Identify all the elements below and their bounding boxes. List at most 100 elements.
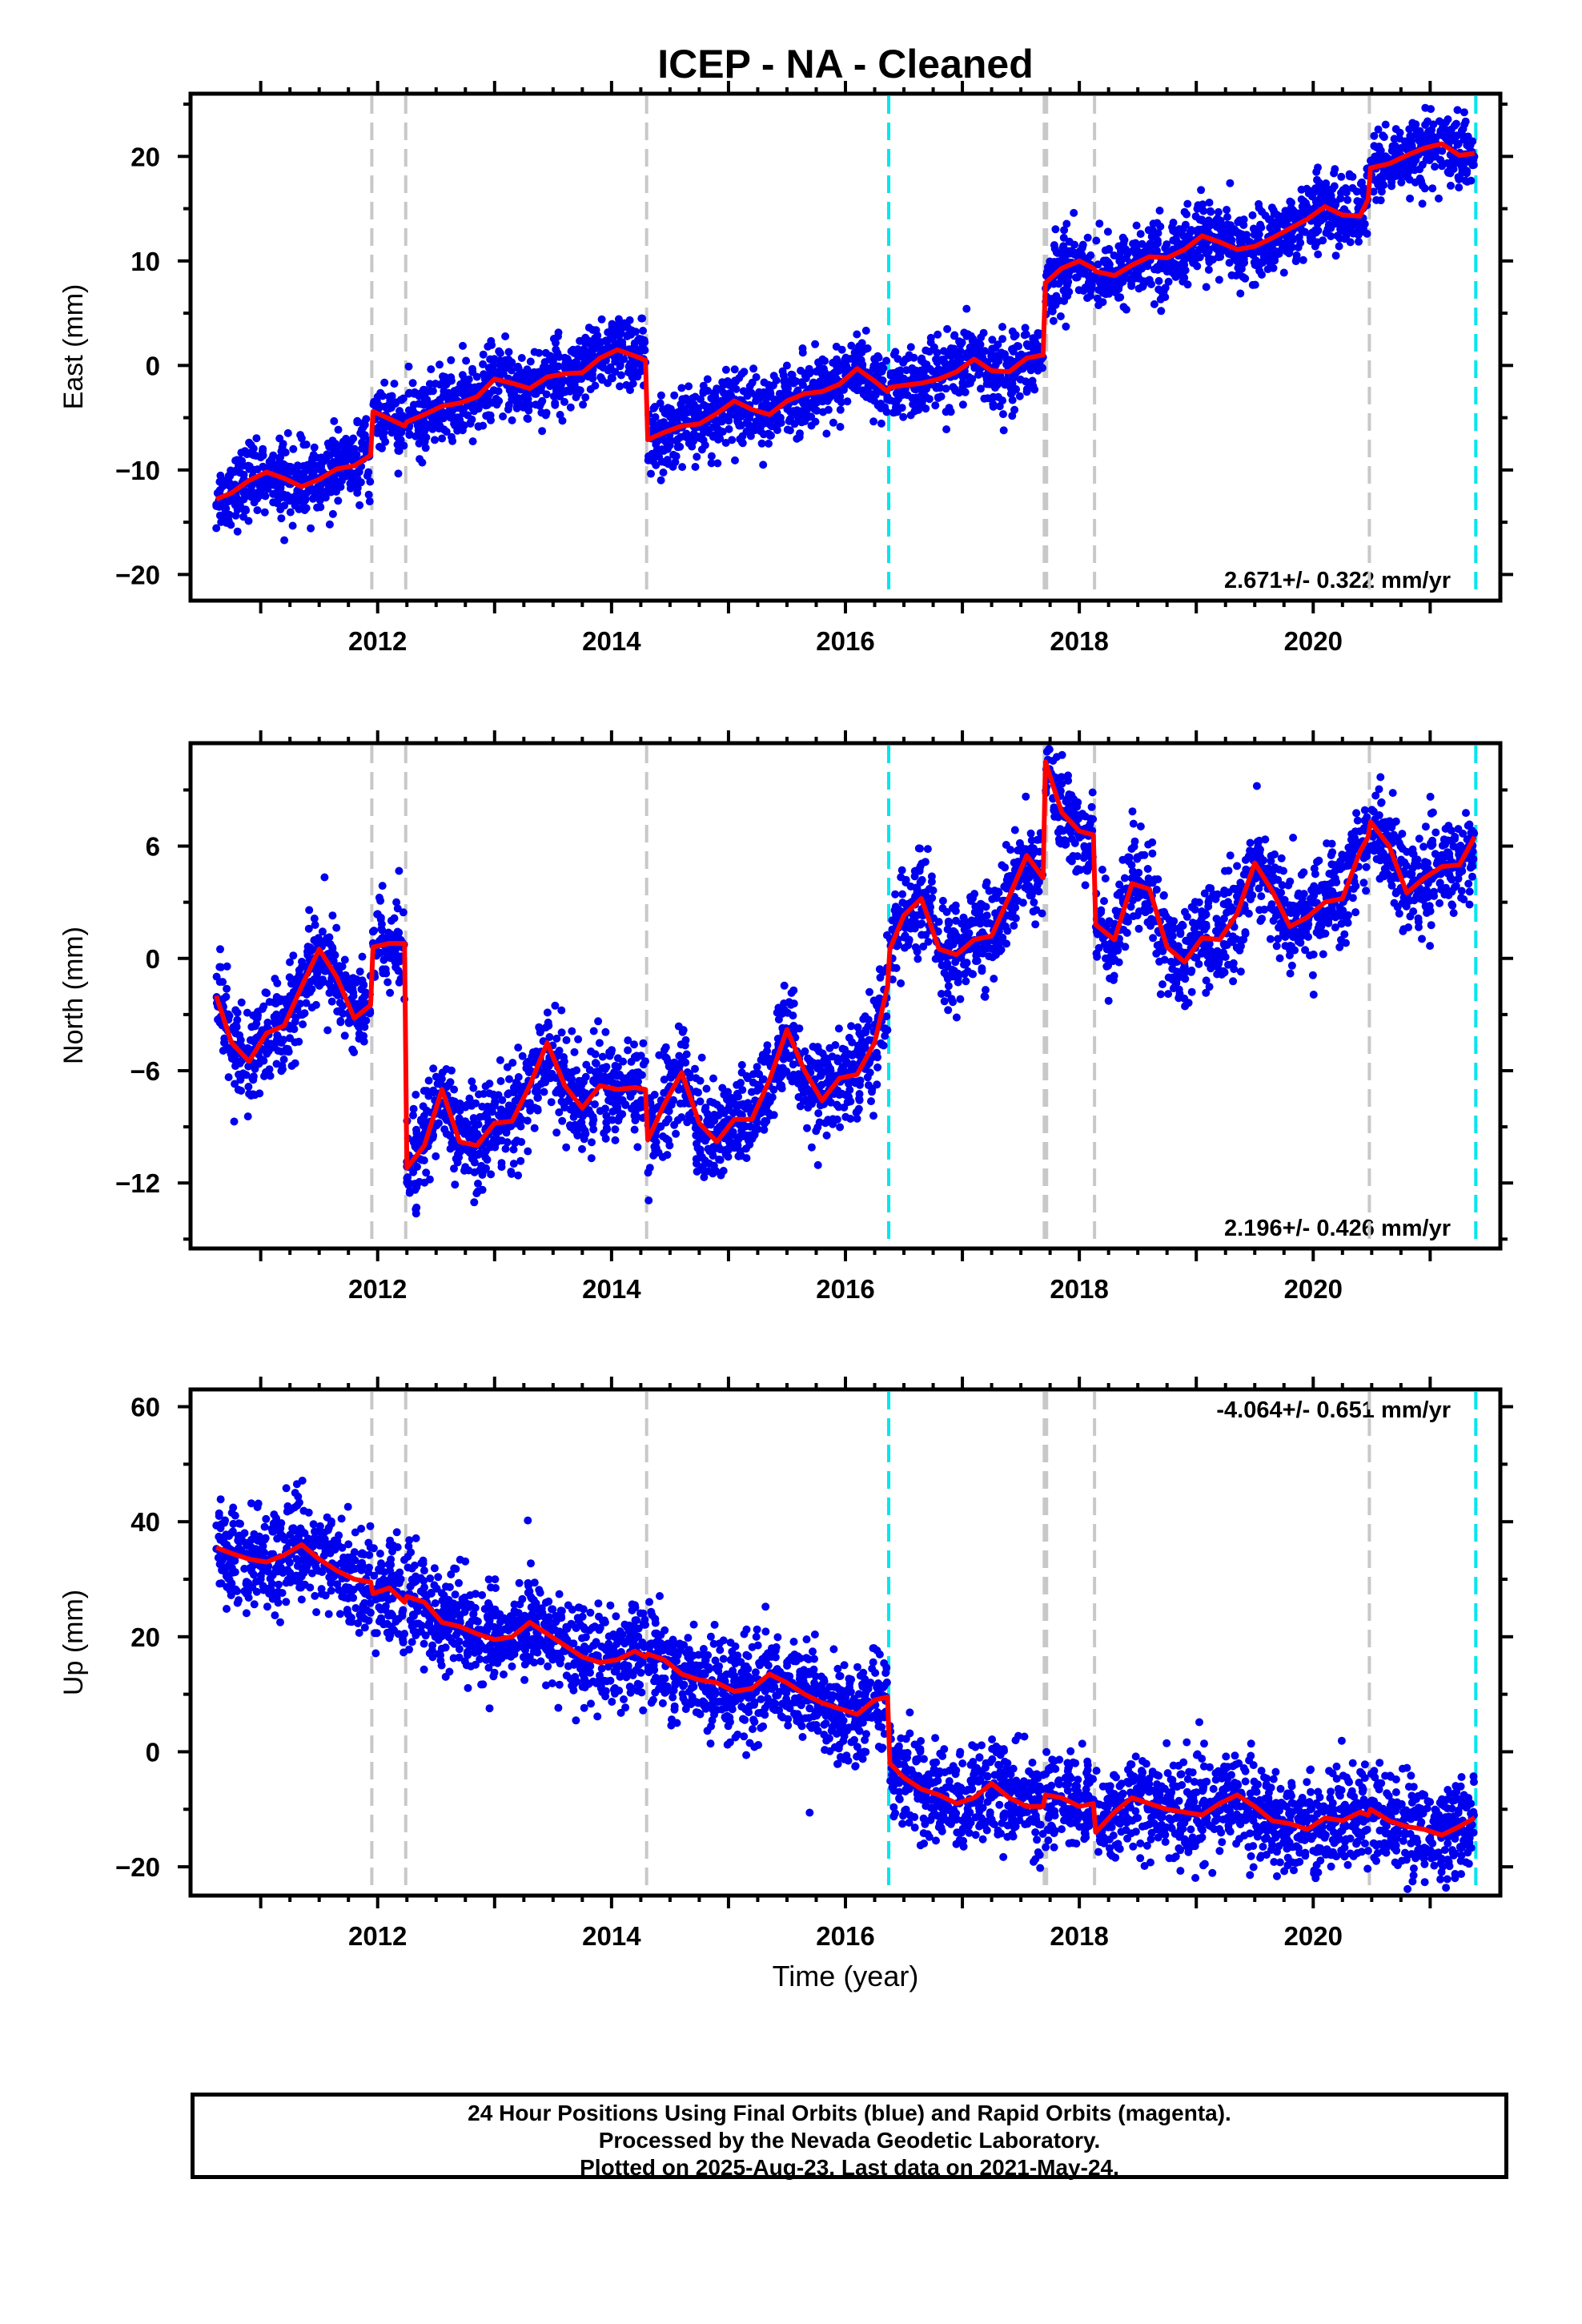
east-data-point	[1182, 210, 1191, 219]
east-data-point	[394, 469, 403, 478]
east-data-point	[315, 496, 324, 505]
north-data-point	[666, 1072, 675, 1080]
east-y-tick-label: 10	[130, 247, 160, 276]
east-data-point	[1129, 239, 1138, 248]
east-data-point	[512, 372, 521, 380]
north-data-point	[594, 1017, 603, 1026]
east-data-point	[1289, 235, 1298, 244]
north-data-point	[650, 1142, 659, 1151]
east-data-point	[391, 425, 400, 434]
east-data-point	[938, 356, 946, 364]
north-data-point	[587, 1154, 596, 1163]
north-data-point	[376, 896, 385, 905]
east-data-point	[253, 506, 262, 515]
east-data-point	[381, 437, 390, 446]
north-data-point	[373, 910, 382, 919]
north-data-point	[632, 1053, 641, 1062]
east-data-point	[782, 361, 791, 370]
east-data-point	[863, 344, 872, 352]
east-data-point	[212, 502, 221, 510]
east-data-point	[1216, 252, 1225, 261]
north-data-point	[613, 1106, 622, 1115]
east-data-point	[570, 380, 579, 389]
east-data-point	[1202, 283, 1211, 292]
east-plot-frame	[188, 91, 1503, 603]
north-data-point	[281, 995, 290, 1004]
east-data-point	[690, 410, 698, 419]
north-data-point	[362, 1016, 371, 1025]
east-data-point	[215, 486, 224, 495]
east-data-point	[1147, 280, 1155, 288]
east-axis-label: East (mm)	[58, 284, 89, 410]
north-data-point	[661, 1118, 670, 1127]
east-data-point	[1227, 271, 1236, 279]
north-data-point	[461, 1117, 470, 1126]
east-data-point	[495, 347, 504, 356]
north-data-point	[497, 1163, 506, 1172]
east-data-point	[802, 406, 811, 414]
east-data-point	[664, 460, 673, 468]
east-data-point	[236, 497, 244, 506]
east-data-point	[877, 400, 885, 408]
north-data-point	[624, 1046, 632, 1055]
east-data-point	[757, 419, 765, 428]
north-data-point	[243, 1112, 252, 1121]
east-data-point	[277, 514, 286, 523]
east-data-point	[338, 472, 347, 480]
east-data-point	[544, 365, 553, 374]
east-data-point	[422, 433, 431, 442]
east-data-point	[759, 460, 768, 469]
east-data-point	[1038, 364, 1047, 372]
east-data-point	[605, 335, 614, 344]
east-data-point	[1223, 220, 1231, 229]
east-data-point	[693, 452, 701, 461]
east-data-point	[358, 438, 367, 447]
north-data-point	[286, 958, 294, 967]
east-data-point	[456, 416, 464, 424]
east-data-point	[379, 422, 388, 431]
east-data-point	[265, 457, 274, 466]
east-data-point	[1314, 226, 1323, 235]
east-data-point	[958, 379, 967, 388]
east-data-point	[576, 386, 584, 395]
east-data-point	[1095, 219, 1104, 228]
east-data-point	[308, 494, 317, 503]
east-data-point	[587, 340, 595, 349]
east-data-point	[1119, 303, 1128, 312]
east-data-point	[731, 405, 739, 413]
north-data-point	[341, 971, 350, 979]
east-data-point	[1464, 157, 1472, 166]
north-data-point	[460, 1166, 468, 1175]
east-data-point	[956, 340, 965, 349]
north-data-point	[581, 1129, 590, 1138]
east-data-point	[431, 436, 439, 444]
north-data-point	[661, 1045, 669, 1054]
east-data-point	[586, 385, 595, 394]
north-data-point	[552, 1128, 561, 1137]
north-data-point	[451, 1180, 460, 1189]
east-data-point	[356, 428, 365, 437]
north-data-point	[494, 1091, 503, 1100]
east-data-point	[999, 426, 1008, 435]
north-data-point	[411, 1180, 420, 1188]
east-data-point	[677, 384, 686, 392]
east-data-point	[1387, 178, 1396, 187]
east-data-point	[841, 353, 850, 362]
east-data-point	[421, 444, 430, 452]
east-data-point	[942, 425, 951, 434]
east-data-point	[788, 376, 796, 385]
east-data-point	[597, 315, 606, 324]
east-data-point	[405, 430, 414, 438]
east-data-point	[281, 448, 290, 456]
east-data-point	[259, 444, 267, 453]
north-data-point	[474, 1120, 483, 1129]
north-data-point	[591, 1100, 599, 1108]
east-data-point	[334, 497, 343, 505]
east-data-point	[672, 412, 681, 420]
east-data-point	[1286, 197, 1295, 206]
north-data-point	[540, 1068, 548, 1077]
east-data-point	[542, 408, 551, 417]
east-data-point	[988, 336, 997, 344]
east-data-point	[302, 440, 311, 449]
east-data-point	[1162, 267, 1171, 276]
